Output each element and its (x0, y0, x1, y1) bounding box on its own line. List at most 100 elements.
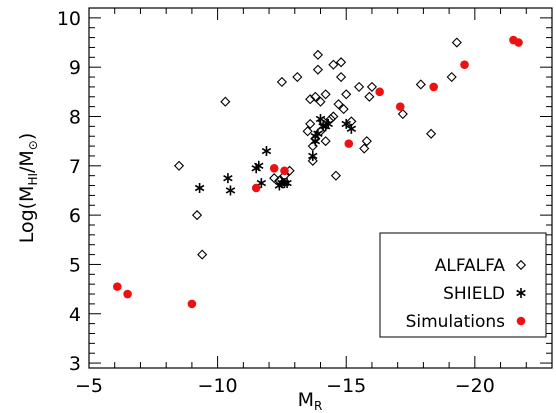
alfalfa-point (335, 57, 347, 68)
shield-point (254, 160, 264, 171)
x-tick-label: −15 (326, 375, 366, 397)
shield-point (194, 183, 205, 193)
y-tick-label: 8 (69, 106, 81, 128)
alfalfa-point (397, 108, 408, 120)
shield-point-stroke (254, 162, 264, 170)
simulations-point (123, 289, 132, 299)
x-axis-title: MR (298, 389, 323, 413)
shield-point (323, 118, 333, 129)
alfalfa-point (366, 81, 378, 92)
shield-point-stroke (223, 174, 233, 182)
shield-point-stroke (313, 130, 323, 137)
alfalfa-point (341, 89, 352, 100)
y-tick-label: 7 (69, 156, 81, 178)
alfalfa-point (415, 79, 426, 90)
shield-legend-marker (516, 288, 526, 298)
tick-labels: −5 −10 −15 −20 3 4 5 6 7 8 9 10 (57, 8, 495, 397)
alfalfa-point (359, 143, 370, 154)
legend: ALFALFA SHIELD Simulations (379, 232, 547, 338)
legend-markers (515, 259, 527, 326)
alfalfa-point (276, 76, 287, 88)
legend-label-shield: SHIELD (443, 284, 505, 304)
alfalfa-point (302, 126, 313, 137)
simulations-point (187, 299, 197, 309)
alfalfa-point (361, 136, 372, 147)
shield-point (223, 173, 233, 184)
shield-point-stroke (261, 147, 272, 155)
alfalfa-point (312, 64, 324, 75)
simulations-point (514, 38, 523, 47)
alfalfa-point (305, 118, 316, 129)
simulations-point (460, 60, 469, 70)
alfalfa-point (364, 91, 375, 102)
shield-point (282, 178, 292, 189)
alfalfa-point (335, 71, 347, 83)
markers (112, 35, 523, 309)
x-tick-label: −20 (455, 375, 495, 397)
y-tick-label: 9 (69, 57, 81, 79)
alfalfa-point (307, 155, 318, 166)
simulations-point (429, 82, 438, 92)
simulations-point (251, 183, 261, 193)
alfalfa-point (220, 96, 231, 107)
alfalfa-point (191, 210, 203, 221)
y-tick-label: 6 (69, 205, 81, 227)
shield-point-stroke (341, 120, 351, 128)
alfalfa-point (292, 71, 303, 83)
shield-legend-marker-stroke (516, 289, 526, 297)
shield-point-stroke (256, 179, 267, 187)
shield-point-stroke (225, 187, 236, 194)
simulations-point (269, 163, 279, 173)
simulations-point (395, 102, 405, 111)
alfalfa-point (197, 249, 208, 260)
y-axis-title: Log(MHI/M⊙) (16, 133, 40, 244)
shield-point (225, 185, 236, 196)
shield-point-stroke (323, 120, 333, 128)
alfalfa-point (269, 173, 280, 184)
legend-label-simulations: Simulations (406, 312, 506, 332)
alfalfa-point (426, 128, 437, 139)
shield-point-stroke (194, 184, 205, 192)
shield-point-stroke (315, 115, 326, 123)
y-tick-label: 4 (69, 304, 81, 326)
shield-point (315, 113, 326, 124)
alfalfa-point (173, 160, 185, 171)
simulations-point (344, 139, 354, 148)
shield-point-stroke (308, 152, 318, 160)
x-tick-label: −10 (198, 375, 238, 397)
alfalfa-point (338, 104, 349, 115)
alfalfa-point (315, 96, 326, 107)
simulations-legend-marker (516, 316, 526, 326)
simulations-point (280, 166, 289, 176)
shield-point (313, 128, 323, 139)
simulations-point (112, 282, 122, 291)
alfalfa-point (328, 59, 339, 70)
shield-point (346, 123, 357, 134)
alfalfa-point (354, 81, 365, 92)
alfalfa-point (320, 89, 331, 100)
simulations-point (375, 87, 384, 97)
alfalfa-point (328, 111, 339, 122)
y-tick-label: 3 (69, 353, 81, 375)
alfalfa-point (330, 170, 342, 181)
x-tick-label: −5 (75, 375, 103, 397)
ticks (88, 7, 553, 368)
plot-area (88, 7, 553, 369)
alfalfa-point (305, 94, 316, 105)
alfalfa-point (451, 37, 462, 48)
alfalfa-point (312, 49, 324, 60)
alfalfa-point (310, 91, 321, 102)
y-tick-label: 10 (57, 8, 81, 30)
y-tick-label: 5 (69, 254, 81, 276)
alfalfa-legend-marker (515, 259, 527, 271)
alfalfa-point (320, 136, 331, 147)
shield-point-stroke (346, 125, 357, 133)
shield-point (341, 118, 351, 129)
shield-point (308, 150, 318, 161)
alfalfa-point (446, 71, 457, 83)
alfalfa-point (333, 99, 344, 110)
legend-label-alfalfa: ALFALFA (435, 256, 506, 276)
shield-point-stroke (282, 179, 292, 187)
shield-point (261, 146, 272, 157)
